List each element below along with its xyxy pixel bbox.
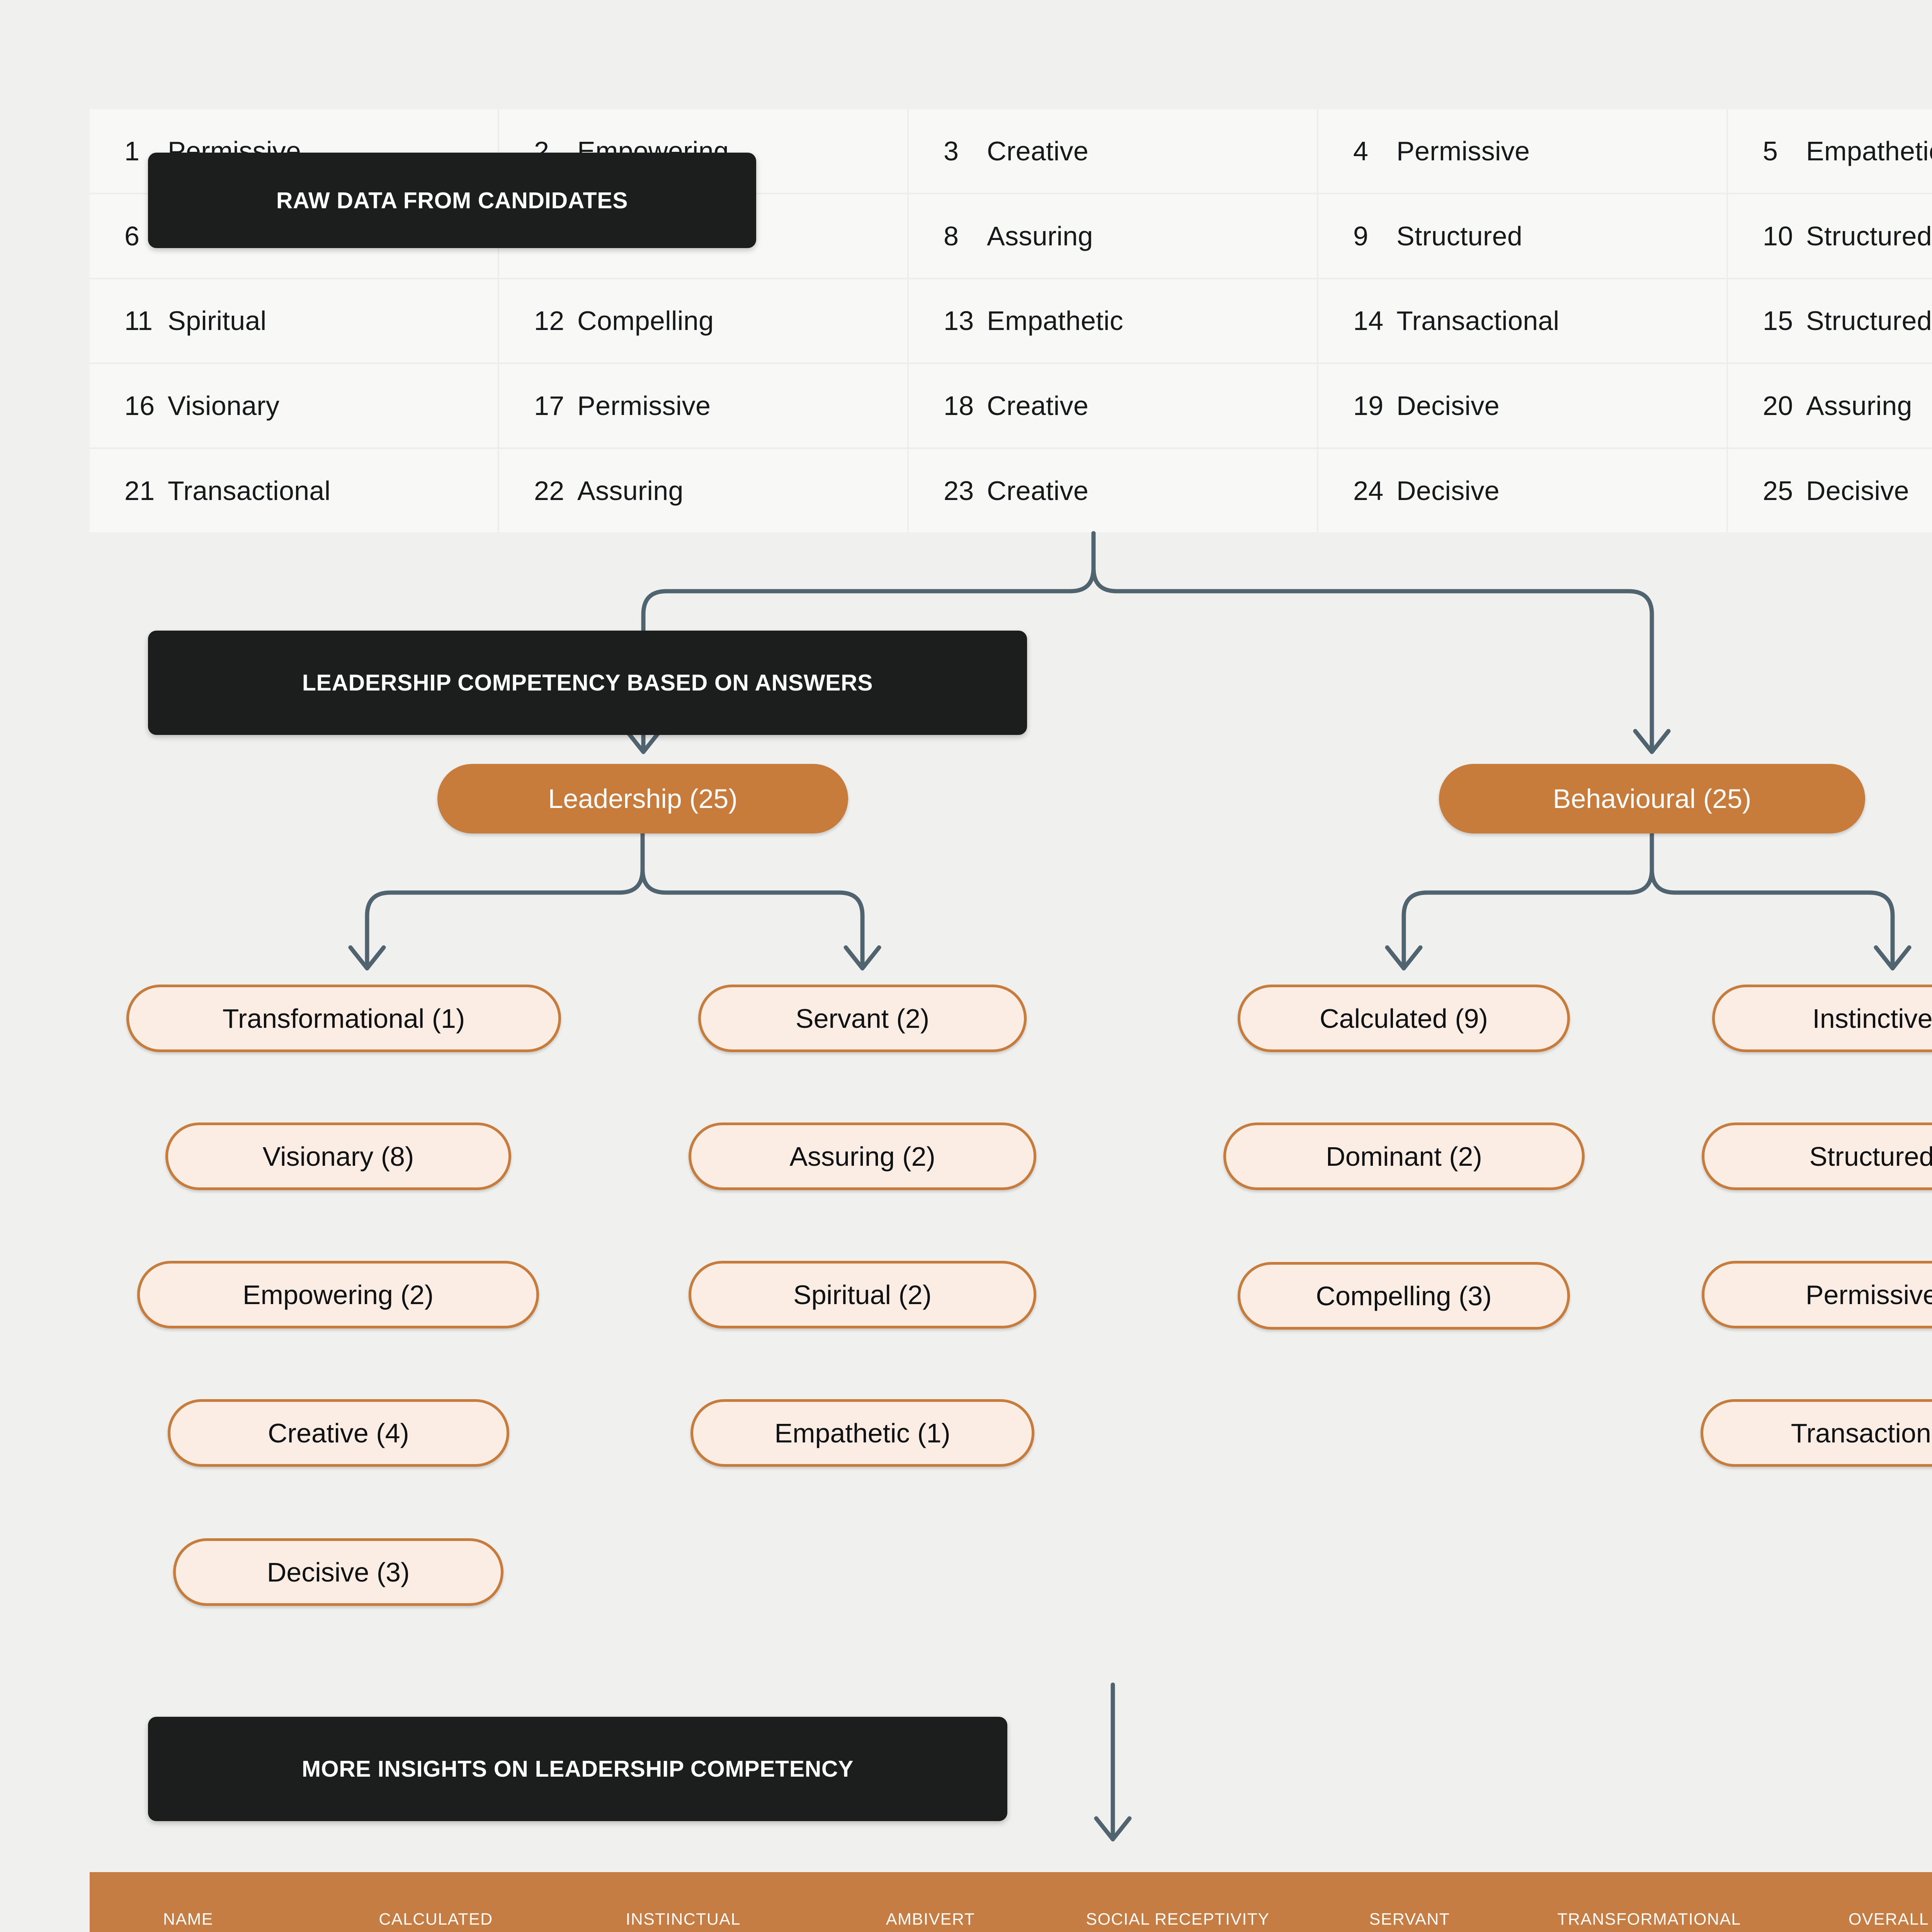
- raw-index: 16: [124, 391, 155, 421]
- raw-index: 6: [124, 221, 140, 251]
- raw-index: 22: [534, 476, 565, 506]
- raw-index: 9: [1353, 221, 1369, 251]
- raw-index: 10: [1763, 221, 1793, 251]
- node-assuring[interactable]: Assuring (2): [689, 1122, 1036, 1190]
- raw-index: 24: [1353, 476, 1384, 506]
- raw-value: Creative: [987, 391, 1089, 421]
- node-decisive[interactable]: Decisive (3): [173, 1538, 503, 1606]
- raw-value: Creative: [987, 136, 1089, 166]
- raw-value: Assuring: [577, 476, 684, 506]
- raw-index: 12: [534, 306, 565, 336]
- raw-value: Spiritual: [168, 306, 267, 336]
- col-header-ambivert[interactable]: AMBIVERT: [886, 1910, 975, 1929]
- col-header-overall[interactable]: OVERALL: [1848, 1910, 1929, 1929]
- node-empathetic[interactable]: Empathetic (1): [690, 1399, 1034, 1467]
- node-spiritual[interactable]: Spiritual (2): [689, 1261, 1036, 1328]
- node-calculated[interactable]: Calculated (9): [1238, 985, 1570, 1052]
- table-row: 4 Permissive: [1318, 109, 1726, 193]
- table-row: 18 Creative: [909, 364, 1317, 448]
- table-row: 9 Structured: [1318, 194, 1726, 278]
- col-header-transformational[interactable]: TRANSFORMATIONAL: [1557, 1910, 1741, 1929]
- table-row: 11 Spiritual: [90, 279, 498, 363]
- raw-value: Decisive: [1396, 391, 1500, 421]
- node-behavioural-root[interactable]: Behavioural (25): [1439, 764, 1865, 833]
- raw-value: Permissive: [1396, 136, 1530, 166]
- table-row: 15 Structured: [1728, 279, 1932, 363]
- table-row: 10 Structured: [1728, 194, 1932, 278]
- node-visionary[interactable]: Visionary (8): [165, 1122, 511, 1190]
- raw-value: Transactional: [1396, 306, 1560, 336]
- raw-index: 11: [124, 306, 153, 336]
- node-instinctive[interactable]: Instinctive (1): [1712, 985, 1932, 1052]
- raw-index: 21: [124, 476, 155, 506]
- raw-value: Compelling: [577, 306, 714, 336]
- table-row: 23 Creative: [909, 449, 1317, 532]
- raw-index: 14: [1353, 306, 1384, 336]
- raw-value: Structured: [1806, 306, 1932, 336]
- raw-index: 3: [944, 136, 959, 166]
- raw-value: Transactional: [168, 476, 331, 506]
- raw-value: Empathetic: [987, 306, 1124, 336]
- table-row: 16 Visionary: [90, 364, 498, 448]
- raw-value: Creative: [987, 476, 1089, 506]
- col-header-name[interactable]: NAME: [163, 1910, 213, 1929]
- table-row: 19 Decisive: [1318, 364, 1726, 448]
- table-row: 12 Compelling: [499, 279, 907, 363]
- table-row: 8 Assuring: [909, 194, 1317, 278]
- raw-value: Assuring: [987, 221, 1093, 251]
- raw-value: Structured: [1396, 221, 1522, 251]
- node-compelling[interactable]: Compelling (3): [1238, 1262, 1570, 1330]
- node-empowering[interactable]: Empowering (2): [137, 1261, 539, 1328]
- col-header-servant[interactable]: SERVANT: [1369, 1910, 1450, 1929]
- raw-index: 8: [944, 221, 959, 251]
- raw-data-table: 1 Permissive 2 Empowering 3 Creative 4 Permi…: [90, 109, 1932, 532]
- node-creative[interactable]: Creative (4): [168, 1399, 509, 1467]
- callout-insights: MORE INSIGHTS ON LEADERSHIP COMPETENCY: [148, 1717, 1007, 1821]
- node-transformational[interactable]: Transformational (1): [126, 985, 561, 1052]
- raw-index: 15: [1763, 306, 1793, 336]
- node-dominant[interactable]: Dominant (2): [1223, 1122, 1585, 1190]
- node-structured[interactable]: Structured (6): [1702, 1122, 1932, 1190]
- raw-index: 4: [1353, 136, 1369, 166]
- table-row: 14 Transactional: [1318, 279, 1726, 363]
- insights-table: NAME CALCULATED INSTINCTUAL AMBIVERT SOC…: [90, 1872, 1932, 1932]
- table-row: 22 Assuring: [499, 449, 907, 532]
- raw-index: 18: [944, 391, 974, 421]
- raw-value: Assuring: [1806, 391, 1912, 421]
- raw-index: 17: [534, 391, 565, 421]
- table-row: 13 Empathetic: [909, 279, 1317, 363]
- callout-leadership: LEADERSHIP COMPETENCY BASED ON ANSWERS: [148, 631, 1027, 735]
- node-transactional[interactable]: Transactional (3): [1701, 1399, 1932, 1467]
- raw-index: 23: [944, 476, 974, 506]
- raw-value: Decisive: [1396, 476, 1500, 506]
- node-leadership-root[interactable]: Leadership (25): [437, 764, 848, 833]
- raw-value: Empathetic: [1806, 136, 1932, 166]
- raw-index: 19: [1353, 391, 1384, 421]
- table-row: 20 Assuring: [1728, 364, 1932, 448]
- table-row: 5 Empathetic: [1728, 109, 1932, 193]
- raw-index: 1: [124, 136, 140, 166]
- raw-index: 5: [1763, 136, 1778, 166]
- table-row: 17 Permissive: [499, 364, 907, 448]
- raw-value: Structured: [1806, 221, 1932, 251]
- node-servant[interactable]: Servant (2): [698, 985, 1027, 1052]
- raw-value: Visionary: [168, 391, 280, 421]
- table-row: 3 Creative: [909, 109, 1317, 193]
- raw-value: Permissive: [577, 391, 711, 421]
- node-permissive[interactable]: Permissive (1): [1702, 1261, 1932, 1328]
- callout-raw-data: RAW DATA FROM CANDIDATES: [148, 153, 756, 248]
- table-row: 24 Decisive: [1318, 449, 1726, 532]
- table-row: 25 Decisive: [1728, 449, 1932, 532]
- raw-value: Decisive: [1806, 476, 1909, 506]
- insights-table-header: NAME CALCULATED INSTINCTUAL AMBIVERT SOC…: [90, 1872, 1932, 1932]
- raw-index: 13: [944, 306, 974, 336]
- col-header-calculated[interactable]: CALCULATED: [379, 1910, 493, 1929]
- col-header-social-receptivity[interactable]: SOCIAL RECEPTIVITY: [1086, 1910, 1270, 1929]
- table-row: 21 Transactional: [90, 449, 498, 532]
- raw-index: 25: [1763, 476, 1793, 506]
- raw-index: 20: [1763, 391, 1793, 421]
- col-header-instinctual[interactable]: INSTINCTUAL: [626, 1910, 741, 1929]
